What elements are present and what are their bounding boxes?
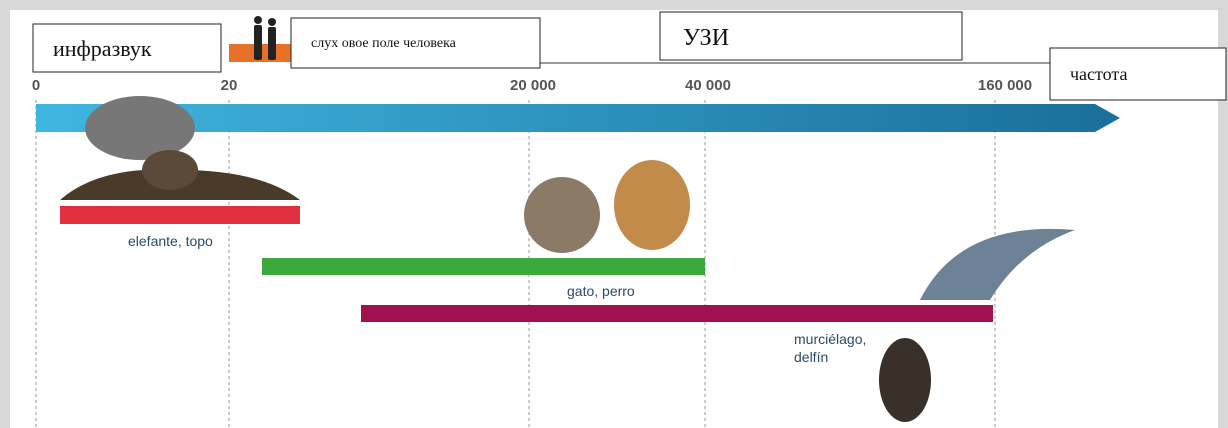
tick-label: 20 <box>221 77 238 94</box>
frequency-arrow <box>36 104 1120 132</box>
diagram: инфразвук слух овое поле человека УЗИ ча… <box>0 0 1228 428</box>
range-label: gato, perro <box>567 283 635 299</box>
ultrasound-label: УЗИ <box>683 25 729 51</box>
hearing-label: слух овое поле человека <box>311 36 457 51</box>
range-bar <box>361 305 993 322</box>
range-label: murciélago, <box>794 331 866 347</box>
range-label: delfín <box>794 349 828 365</box>
tick-label: 0 <box>32 77 40 94</box>
range-bar <box>262 258 705 275</box>
infrasound-label: инфразвук <box>53 36 152 61</box>
range-bar <box>60 206 300 224</box>
range-label: elefante, topo <box>128 233 213 249</box>
frequency-label: частота <box>1070 64 1128 84</box>
tick-label: 160 000 <box>978 77 1032 94</box>
tick-label: 40 000 <box>685 77 731 94</box>
tick-label: 20 000 <box>510 77 556 94</box>
